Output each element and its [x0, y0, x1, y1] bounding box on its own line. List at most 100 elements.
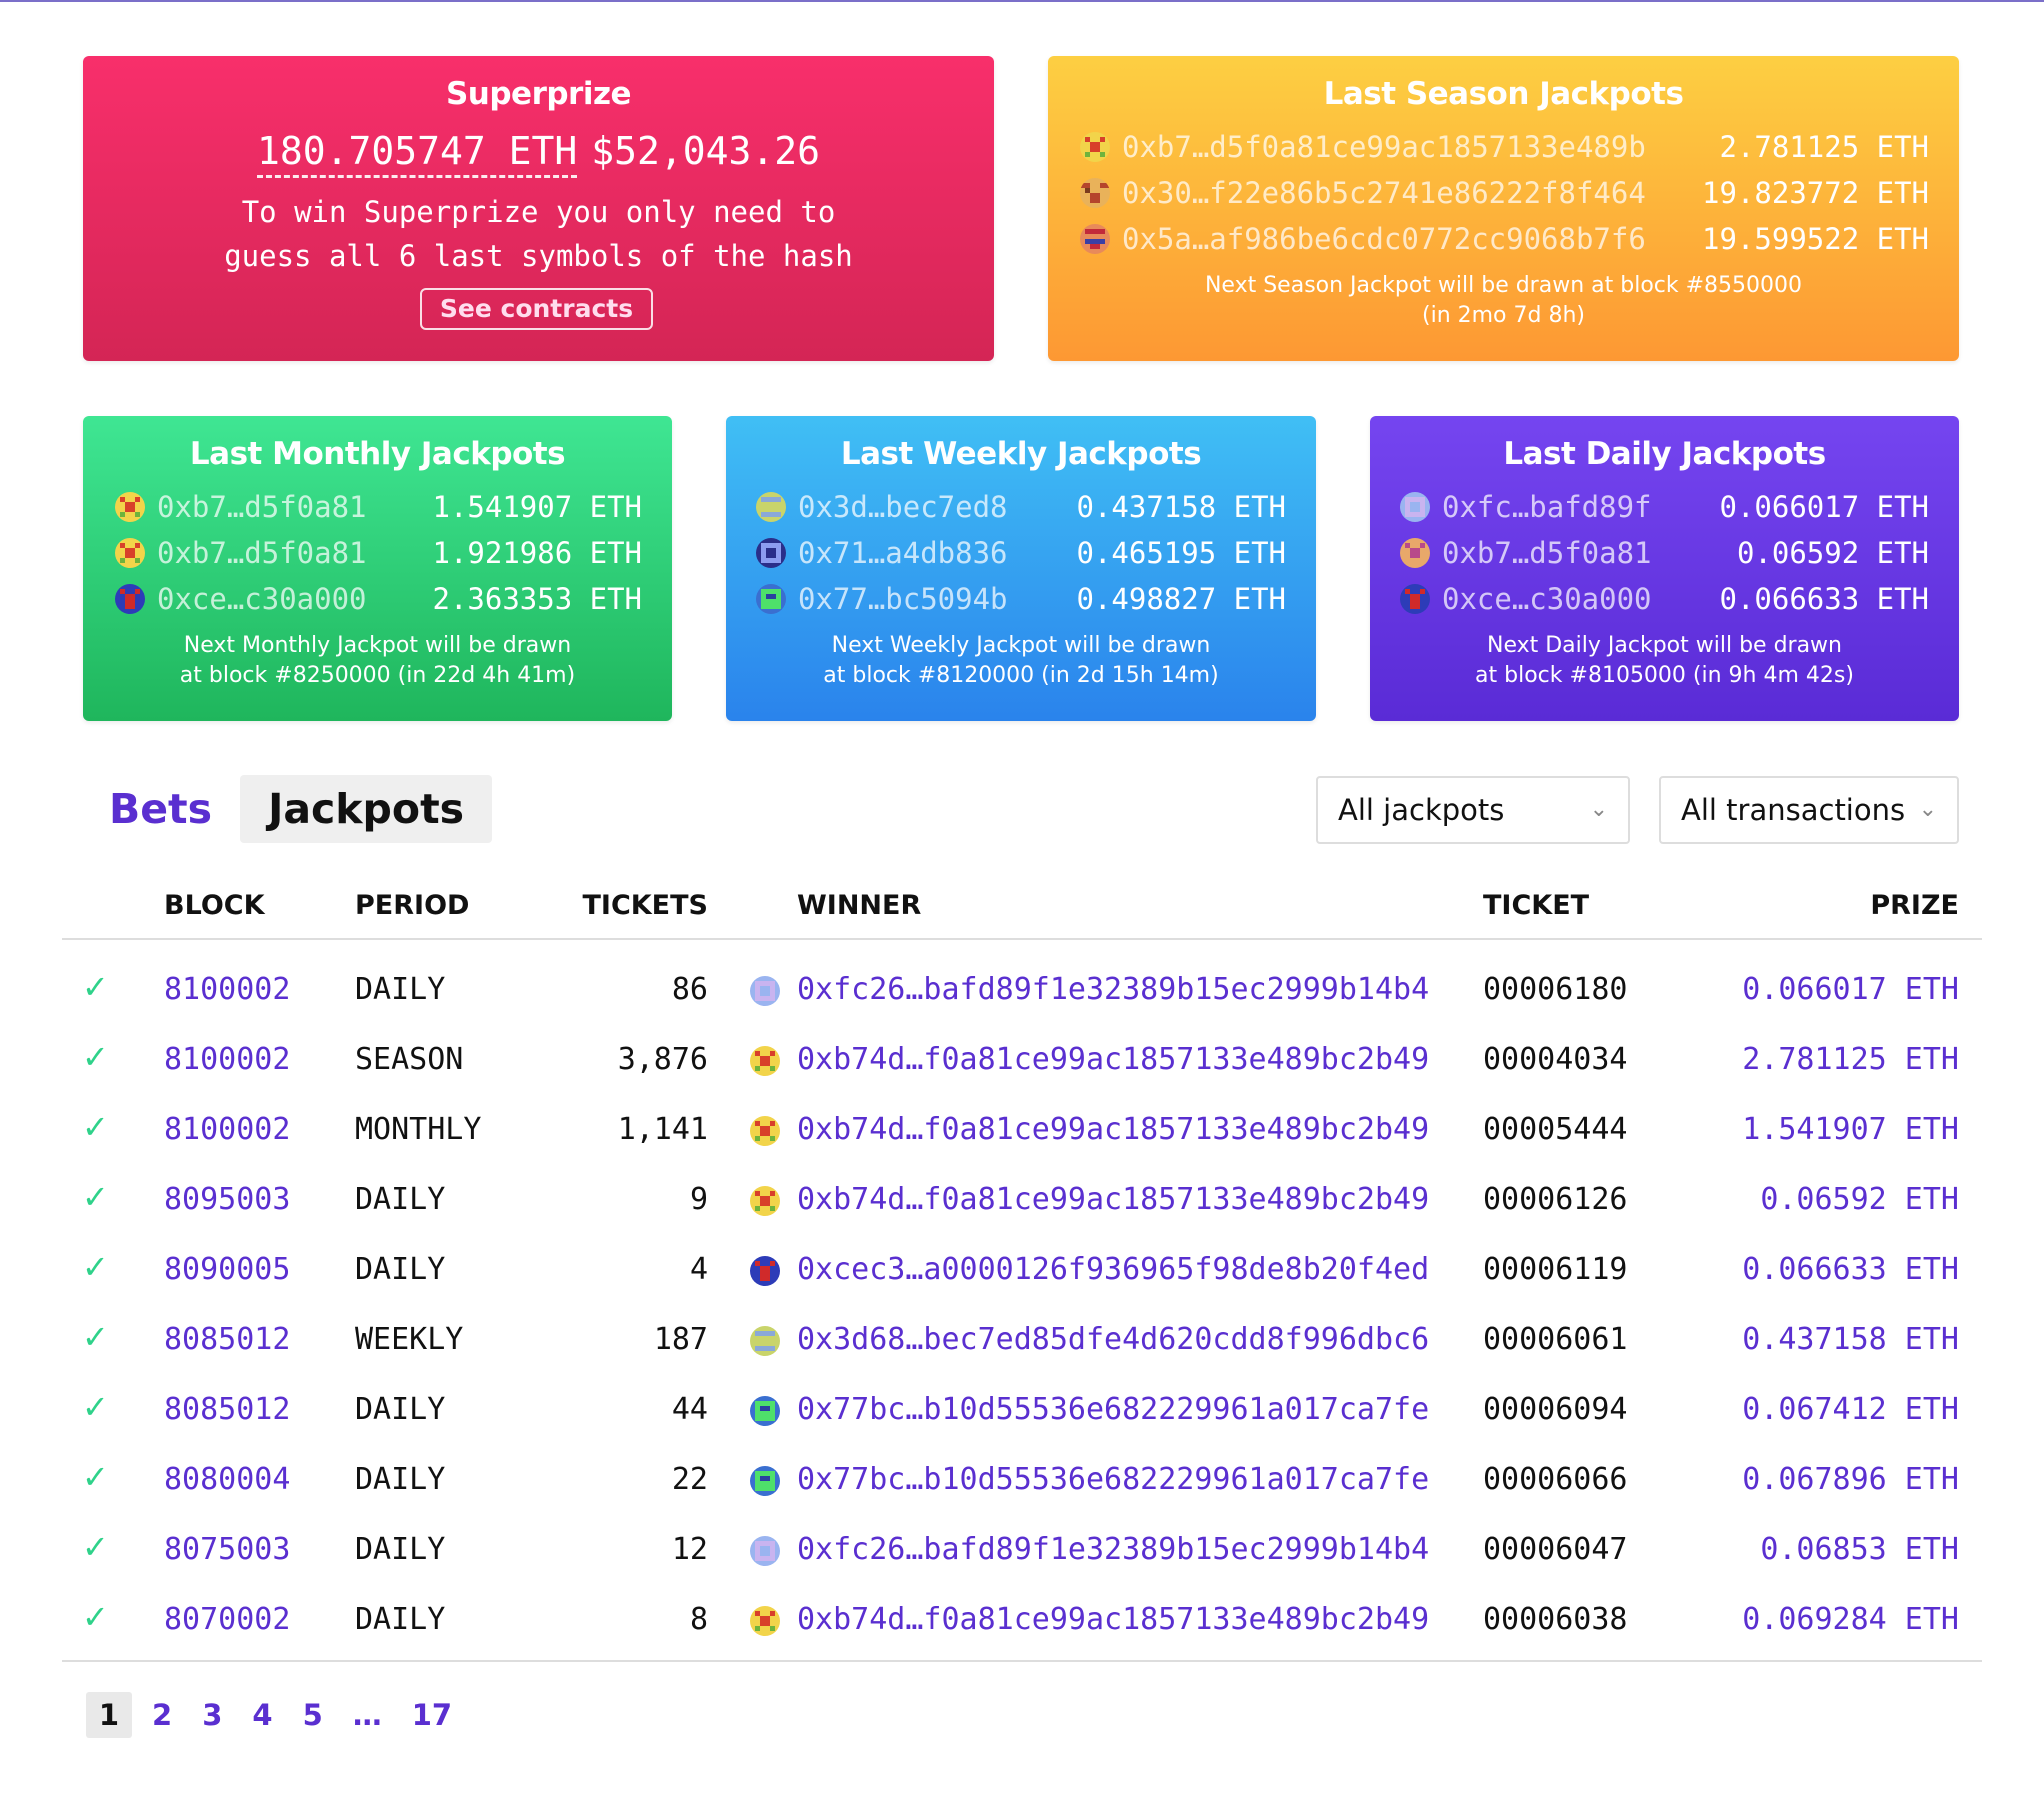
prize-cell: 2.781125 ETH — [1742, 1042, 1959, 1077]
block-link[interactable]: 8100002 — [164, 1042, 291, 1077]
winner-address[interactable]: 0xce…c30a000 — [157, 582, 367, 616]
header-tickets[interactable]: TICKETS — [582, 890, 708, 921]
chevron-down-icon: ⌄ — [1589, 797, 1608, 822]
winner-link[interactable]: 0x77bc…b10d55536e682229961a017ca7fe — [797, 1392, 1430, 1427]
block-link[interactable]: 8100002 — [164, 972, 291, 1007]
tab-jackpots[interactable]: Jackpots — [240, 775, 493, 843]
daily-row: 0xfc…bafd89f 0.066017 ETH — [1400, 484, 1929, 530]
jackpot-amount: 0.437158 ETH — [1076, 490, 1286, 524]
winner-link[interactable]: 0xb74d…f0a81ce99ac1857133e489bc2b49 — [797, 1182, 1430, 1217]
check-icon: ✓ — [82, 1178, 109, 1216]
jackpot-amount: 2.781125 ETH — [1719, 130, 1929, 164]
header-divider — [62, 938, 1982, 940]
monthly-row: 0xce…c30a000 2.363353 ETH — [115, 576, 642, 622]
winner-link[interactable]: 0xb74d…f0a81ce99ac1857133e489bc2b49 — [797, 1112, 1430, 1147]
winner-address[interactable]: 0x3d…bec7ed8 — [798, 490, 1008, 524]
period-cell: SEASON — [355, 1042, 464, 1077]
note-line: Next Season Jackpot will be drawn at blo… — [1204, 273, 1803, 298]
winner-address[interactable]: 0xfc…bafd89f — [1442, 490, 1652, 524]
page-5-link[interactable]: 5 — [302, 1698, 323, 1732]
season-next-note: Next Season Jackpot will be drawn at blo… — [1048, 271, 1959, 331]
note-line: Next Daily Jackpot will be drawn — [1487, 633, 1842, 658]
ticket-cell: 00006180 — [1483, 972, 1628, 1007]
header-block[interactable]: BLOCK — [164, 890, 265, 921]
page-2-link[interactable]: 2 — [152, 1698, 173, 1732]
daily-jackpots-card: Last Daily Jackpots 0xfc…bafd89f 0.06601… — [1370, 416, 1959, 721]
winner-address[interactable]: 0x5a…af986be6cdc0772cc9068b7f6 — [1122, 222, 1646, 256]
winner-link[interactable]: 0xb74d…f0a81ce99ac1857133e489bc2b49 — [797, 1602, 1430, 1637]
note-line: at block #8105000 (in 9h 4m 42s) — [1475, 663, 1854, 688]
avatar-icon — [750, 1116, 780, 1146]
monthly-jackpots-card: Last Monthly Jackpots 0xb7…d5f0a81 1.541… — [83, 416, 672, 721]
monthly-next-note: Next Monthly Jackpot will be drawn at bl… — [83, 631, 672, 691]
block-link[interactable]: 8090005 — [164, 1252, 291, 1287]
chevron-down-icon: ⌄ — [1918, 797, 1937, 822]
winner-link[interactable]: 0xfc26…bafd89f1e32389b15ec2999b14b4 — [797, 972, 1430, 1007]
superprize-title: Superprize — [445, 76, 632, 112]
monthly-row: 0xb7…d5f0a81 1.541907 ETH — [115, 484, 642, 530]
avatar-icon — [1080, 224, 1110, 254]
season-rows: 0xb7…d5f0a81ce99ac1857133e489b 2.781125 … — [1048, 124, 1959, 262]
winner-link[interactable]: 0xb74d…f0a81ce99ac1857133e489bc2b49 — [797, 1042, 1430, 1077]
block-link[interactable]: 8095003 — [164, 1182, 291, 1217]
page-1-current[interactable]: 1 — [86, 1692, 132, 1738]
tab-bets[interactable]: Bets — [109, 785, 213, 833]
block-link[interactable]: 8085012 — [164, 1392, 291, 1427]
winner-address[interactable]: 0xb7…d5f0a81 — [157, 536, 367, 570]
table-row: ✓ 8090005 DAILY 4 0xcec3…a0000126f936965f98d… — [0, 1234, 2044, 1304]
page-4-link[interactable]: 4 — [252, 1698, 273, 1732]
block-link[interactable]: 8075003 — [164, 1532, 291, 1567]
winner-address[interactable]: 0xb7…d5f0a81 — [157, 490, 367, 524]
block-link[interactable]: 8100002 — [164, 1112, 291, 1147]
winner-link[interactable]: 0x77bc…b10d55536e682229961a017ca7fe — [797, 1462, 1430, 1497]
transaction-filter-select[interactable]: All transactions ⌄ — [1659, 776, 1959, 844]
block-link[interactable]: 8085012 — [164, 1322, 291, 1357]
header-period[interactable]: PERIOD — [355, 890, 470, 921]
jackpot-amount: 19.823772 ETH — [1702, 176, 1929, 210]
ticket-cell: 00006119 — [1483, 1252, 1628, 1287]
jackpot-amount: 19.599522 ETH — [1702, 222, 1929, 256]
winner-address[interactable]: 0xb7…d5f0a81ce99ac1857133e489b — [1122, 130, 1646, 164]
jackpot-filter-select[interactable]: All jackpots ⌄ — [1316, 776, 1630, 844]
header-prize[interactable]: PRIZE — [1870, 890, 1959, 921]
jackpot-amount: 1.541907 ETH — [432, 490, 642, 524]
jackpot-amount: 2.363353 ETH — [432, 582, 642, 616]
prize-cell: 0.06853 ETH — [1760, 1532, 1959, 1567]
page-3-link[interactable]: 3 — [202, 1698, 223, 1732]
winner-link[interactable]: 0xcec3…a0000126f936965f98de8b20f4ed — [797, 1252, 1430, 1287]
weekly-next-note: Next Weekly Jackpot will be drawn at blo… — [726, 631, 1316, 691]
winner-link[interactable]: 0x3d68…bec7ed85dfe4d620cdd8f996dbc6 — [797, 1322, 1430, 1357]
daily-rows: 0xfc…bafd89f 0.066017 ETH 0xb7…d5f0a81 0… — [1370, 484, 1959, 622]
header-ticket[interactable]: TICKET — [1483, 890, 1590, 921]
period-cell: DAILY — [355, 1392, 446, 1427]
winner-address[interactable]: 0x30…f22e86b5c2741e86222f8f464 — [1122, 176, 1646, 210]
winner-address[interactable]: 0xce…c30a000 — [1442, 582, 1652, 616]
winner-link[interactable]: 0xfc26…bafd89f1e32389b15ec2999b14b4 — [797, 1532, 1430, 1567]
winner-address[interactable]: 0xb7…d5f0a81 — [1442, 536, 1652, 570]
daily-title: Last Daily Jackpots — [1503, 436, 1826, 472]
tickets-cell: 4 — [689, 1252, 708, 1287]
period-cell: DAILY — [355, 972, 446, 1007]
block-link[interactable]: 8080004 — [164, 1462, 291, 1497]
see-contracts-button[interactable]: See contracts — [420, 288, 653, 330]
ticket-cell: 00006047 — [1483, 1532, 1628, 1567]
winner-address[interactable]: 0x77…bc5094b — [798, 582, 1008, 616]
avatar-icon — [1080, 132, 1110, 162]
page-17-link[interactable]: 17 — [411, 1698, 453, 1732]
winner-address[interactable]: 0x71…a4db836 — [798, 536, 1008, 570]
check-icon: ✓ — [82, 1108, 109, 1146]
weekly-title: Last Weekly Jackpots — [840, 436, 1202, 472]
block-link[interactable]: 8070002 — [164, 1602, 291, 1637]
season-row: 0x5a…af986be6cdc0772cc9068b7f6 19.599522… — [1080, 216, 1929, 262]
table-row: ✓ 8070002 DAILY 8 0xb74d…f0a81ce99ac1857133e… — [0, 1584, 2044, 1654]
table-row: ✓ 8100002 DAILY 86 0xfc26…bafd89f1e32389b15e… — [0, 954, 2044, 1024]
prize-cell: 0.06592 ETH — [1760, 1182, 1959, 1217]
avatar-icon — [750, 976, 780, 1006]
table-row: ✓ 8085012 WEEKLY 187 0x3d68…bec7ed85dfe4d620… — [0, 1304, 2044, 1374]
tickets-cell: 8 — [689, 1602, 708, 1637]
header-winner[interactable]: WINNER — [797, 890, 922, 921]
prize-cell: 0.066017 ETH — [1742, 972, 1959, 1007]
period-cell: DAILY — [355, 1252, 446, 1287]
avatar-icon — [1080, 178, 1110, 208]
prize-cell: 0.067412 ETH — [1742, 1392, 1959, 1427]
